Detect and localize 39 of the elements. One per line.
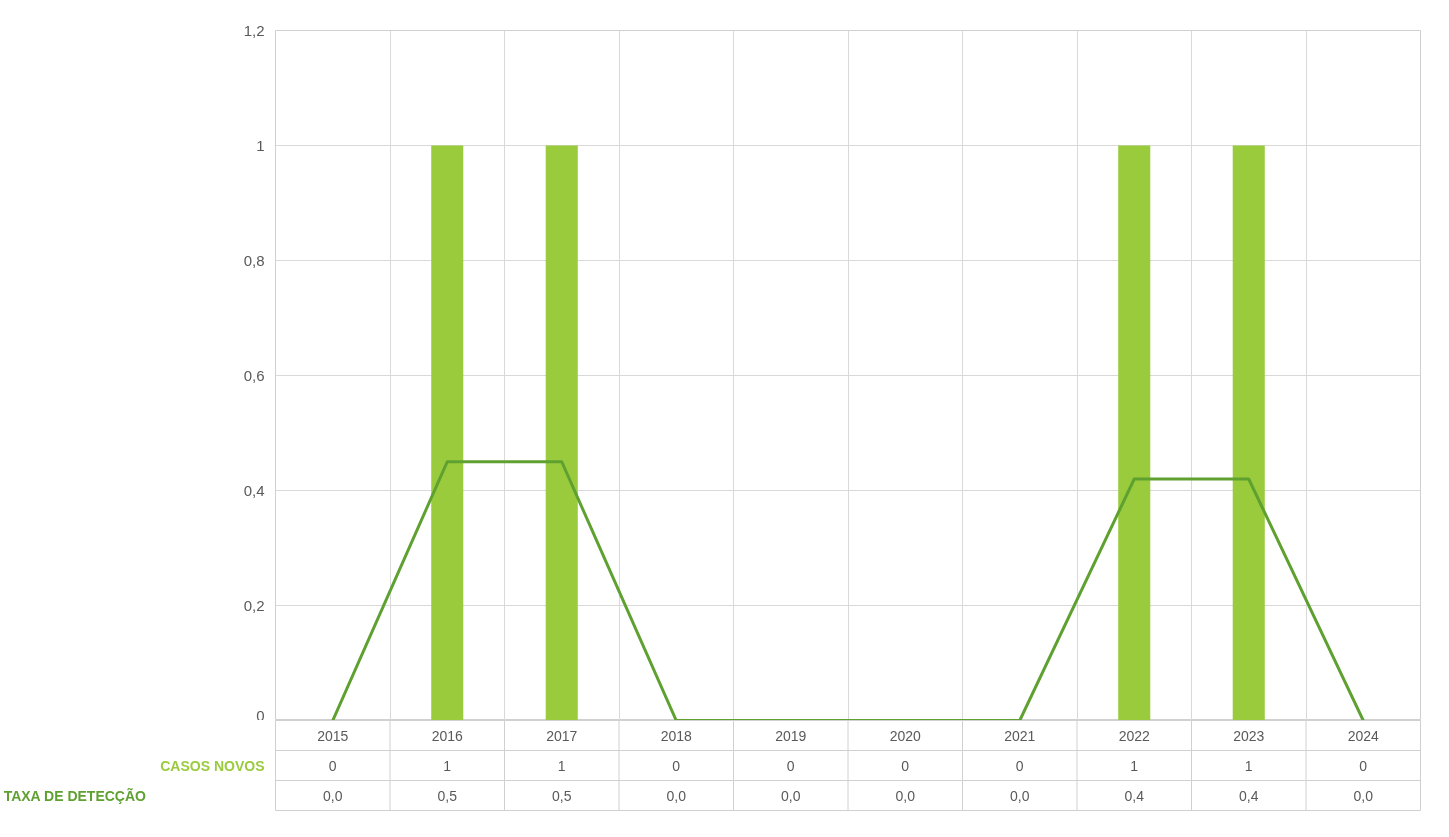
data-label: 0 [1015, 757, 1024, 774]
x-tick-label: 2019 [775, 727, 807, 744]
data-label: 0,5 [552, 787, 572, 804]
data-label: 0,0 [1010, 787, 1030, 804]
data-label: 0 [901, 757, 910, 774]
x-tick-label: 2017 [546, 727, 578, 744]
data-label: 0,4 [1239, 787, 1259, 804]
x-tick-label: 2020 [889, 727, 922, 744]
y-tick-label: 1 [256, 136, 265, 154]
data-label: 0,0 [1353, 787, 1374, 804]
x-tick-label: 2023 [1233, 727, 1265, 744]
data-label: 1 [1130, 757, 1139, 774]
y-tick-label: 0,8 [243, 251, 265, 269]
x-tick-label: 2018 [660, 727, 693, 744]
y-tick-label: 1,2 [243, 21, 265, 39]
y-tick-label: 0,4 [243, 481, 265, 499]
data-label: 0,0 [781, 787, 801, 804]
x-tick-label: 2021 [1004, 727, 1036, 744]
x-tick-label: 2016 [431, 727, 464, 744]
data-label: 0 [672, 757, 681, 774]
y-tick-label: 0,2 [243, 596, 265, 614]
x-tick-label: 2022 [1118, 727, 1151, 744]
data-label: 0,5 [437, 787, 458, 804]
data-label: 0 [786, 757, 795, 774]
data-label: 1 [557, 757, 566, 774]
data-label: 0,4 [1124, 787, 1145, 804]
data-label: 0 [1359, 757, 1368, 774]
y-tick-label: 0,6 [243, 366, 265, 384]
data-label: 1 [443, 757, 452, 774]
x-tick-label: 2024 [1347, 727, 1380, 744]
text: TAXA DE DETECÇÃO [3, 786, 147, 804]
text: CASOS NOVOS [160, 757, 265, 774]
y-tick-label: 0 [256, 706, 265, 724]
data-label: 0 [328, 757, 337, 774]
data-label: 1 [1244, 757, 1253, 774]
data-label: 0,0 [666, 787, 687, 804]
data-label: 0,0 [323, 787, 343, 804]
data-label: 0,0 [895, 787, 916, 804]
x-tick-label: 2015 [317, 727, 349, 744]
